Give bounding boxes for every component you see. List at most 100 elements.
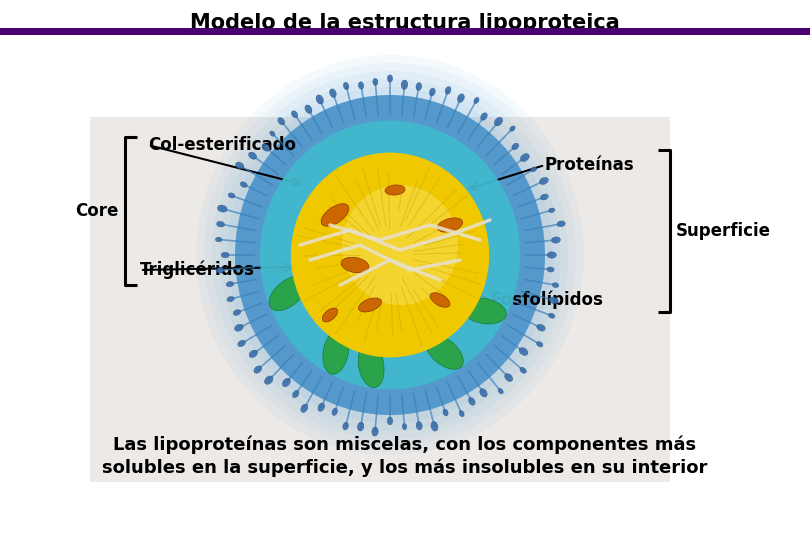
Ellipse shape xyxy=(283,379,290,387)
Ellipse shape xyxy=(265,376,273,384)
Ellipse shape xyxy=(540,194,548,200)
Text: Fosfolípidos: Fosfolípidos xyxy=(490,291,603,309)
Ellipse shape xyxy=(292,390,299,397)
Ellipse shape xyxy=(416,83,421,91)
Ellipse shape xyxy=(359,298,382,312)
Ellipse shape xyxy=(459,410,464,417)
Ellipse shape xyxy=(372,427,378,436)
Ellipse shape xyxy=(204,63,576,447)
Ellipse shape xyxy=(474,97,479,104)
Ellipse shape xyxy=(343,422,348,430)
Ellipse shape xyxy=(437,218,463,232)
Ellipse shape xyxy=(220,79,561,431)
Ellipse shape xyxy=(373,78,377,85)
Bar xyxy=(90,117,670,482)
Ellipse shape xyxy=(480,113,488,120)
Ellipse shape xyxy=(387,417,393,425)
Ellipse shape xyxy=(401,80,407,90)
Ellipse shape xyxy=(552,283,559,287)
Text: Core: Core xyxy=(75,202,119,220)
Ellipse shape xyxy=(235,95,545,415)
Ellipse shape xyxy=(537,325,545,331)
Ellipse shape xyxy=(278,118,284,125)
Ellipse shape xyxy=(505,374,513,381)
Ellipse shape xyxy=(469,397,475,405)
Text: Superficie: Superficie xyxy=(676,222,771,240)
Text: Col-esterificado: Col-esterificado xyxy=(148,136,296,154)
Ellipse shape xyxy=(228,193,235,198)
Ellipse shape xyxy=(301,404,308,413)
Text: Proteínas: Proteínas xyxy=(545,156,634,174)
Ellipse shape xyxy=(238,340,245,347)
Ellipse shape xyxy=(226,281,233,287)
Ellipse shape xyxy=(548,313,555,318)
Ellipse shape xyxy=(316,95,323,104)
Ellipse shape xyxy=(498,388,503,394)
Ellipse shape xyxy=(512,143,518,150)
Ellipse shape xyxy=(233,309,241,315)
Ellipse shape xyxy=(236,162,244,169)
Ellipse shape xyxy=(323,330,348,374)
Ellipse shape xyxy=(196,55,584,455)
Ellipse shape xyxy=(235,324,243,331)
Ellipse shape xyxy=(443,409,448,416)
Text: solubles en la superficie, y los más insolubles en su interior: solubles en la superficie, y los más ins… xyxy=(102,459,708,477)
Ellipse shape xyxy=(431,422,438,431)
Ellipse shape xyxy=(228,87,552,423)
Ellipse shape xyxy=(358,343,384,388)
Ellipse shape xyxy=(539,178,548,185)
Ellipse shape xyxy=(430,293,450,307)
Ellipse shape xyxy=(330,89,336,97)
Ellipse shape xyxy=(358,82,364,89)
Ellipse shape xyxy=(241,182,247,187)
Ellipse shape xyxy=(215,237,222,242)
Ellipse shape xyxy=(494,117,502,126)
Ellipse shape xyxy=(221,252,229,258)
Ellipse shape xyxy=(403,423,407,430)
Ellipse shape xyxy=(509,126,515,131)
Ellipse shape xyxy=(249,350,258,357)
Ellipse shape xyxy=(217,205,227,212)
Text: Las lipoproteínas son miscelas, con los componentes más: Las lipoproteínas son miscelas, con los … xyxy=(113,436,697,454)
Ellipse shape xyxy=(520,367,526,373)
Ellipse shape xyxy=(519,348,528,355)
Ellipse shape xyxy=(357,422,364,431)
Ellipse shape xyxy=(305,105,312,113)
Ellipse shape xyxy=(446,86,451,94)
Ellipse shape xyxy=(548,208,555,213)
Text: Triglicéridos: Triglicéridos xyxy=(140,261,255,279)
Ellipse shape xyxy=(254,366,262,373)
Ellipse shape xyxy=(547,267,554,272)
Ellipse shape xyxy=(269,276,307,310)
Ellipse shape xyxy=(270,131,275,136)
Ellipse shape xyxy=(387,75,393,82)
Ellipse shape xyxy=(227,296,234,302)
Ellipse shape xyxy=(235,95,545,415)
Ellipse shape xyxy=(211,71,569,439)
Ellipse shape xyxy=(260,120,520,389)
Ellipse shape xyxy=(216,221,224,227)
Ellipse shape xyxy=(548,252,556,258)
Bar xyxy=(0,28,810,35)
Ellipse shape xyxy=(385,185,405,195)
Ellipse shape xyxy=(291,153,489,357)
Ellipse shape xyxy=(292,111,298,118)
Ellipse shape xyxy=(341,257,369,273)
Ellipse shape xyxy=(520,154,529,161)
Ellipse shape xyxy=(416,422,422,430)
Ellipse shape xyxy=(531,167,536,172)
Ellipse shape xyxy=(249,152,257,159)
Ellipse shape xyxy=(262,144,270,151)
Ellipse shape xyxy=(458,94,464,103)
Text: Modelo de la estructura lipoproteica: Modelo de la estructura lipoproteica xyxy=(190,13,620,33)
Ellipse shape xyxy=(216,267,224,273)
Ellipse shape xyxy=(322,308,338,322)
Ellipse shape xyxy=(429,88,435,96)
Ellipse shape xyxy=(557,221,565,227)
Ellipse shape xyxy=(552,237,561,243)
Ellipse shape xyxy=(549,297,558,303)
Ellipse shape xyxy=(318,403,325,411)
Ellipse shape xyxy=(462,298,506,324)
Ellipse shape xyxy=(343,82,349,90)
Ellipse shape xyxy=(480,389,487,397)
